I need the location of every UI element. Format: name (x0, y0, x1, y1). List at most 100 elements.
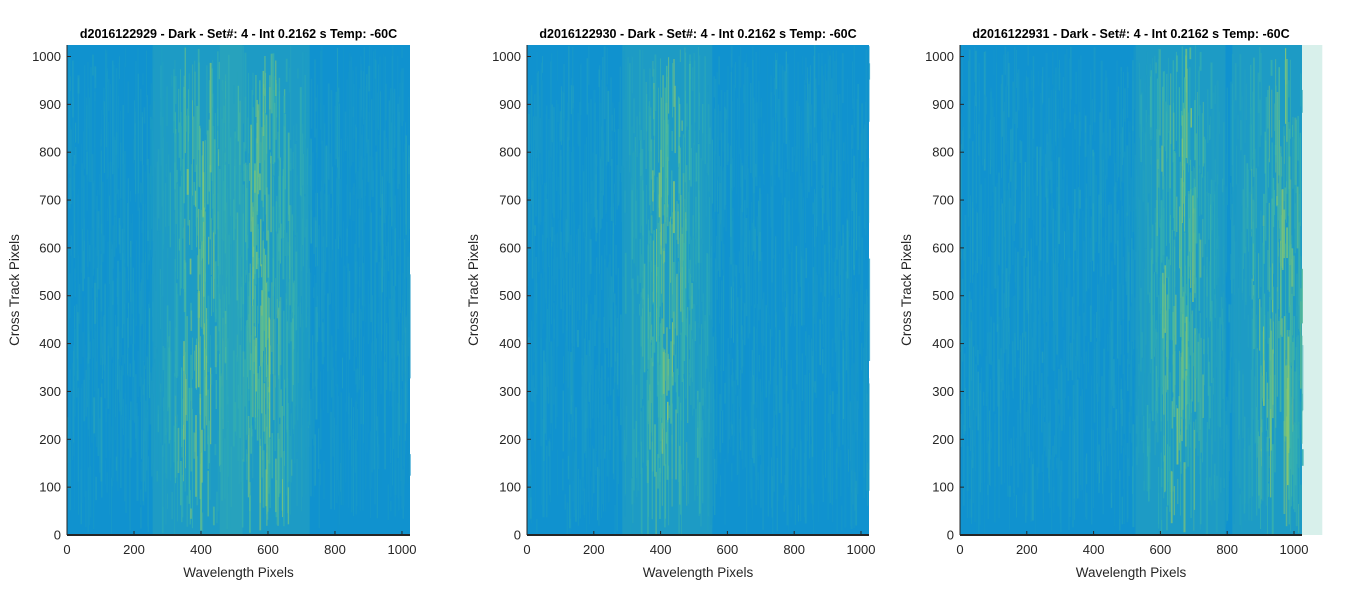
heatmap-streak (290, 313, 291, 409)
heatmap-streak (1116, 213, 1119, 247)
heatmap-streak (868, 378, 870, 470)
heatmap-streak (854, 326, 857, 433)
x-tick-label: 0 (523, 542, 530, 557)
heatmap-streak (1293, 316, 1296, 361)
heatmap-streak (719, 111, 721, 141)
heatmap-streak (615, 305, 617, 342)
heatmap-streak (1271, 444, 1274, 534)
heatmap-streak (130, 214, 132, 257)
heatmap-streak (1102, 237, 1104, 319)
heatmap-streak (1268, 337, 1270, 439)
heatmap-streak (111, 251, 113, 302)
heatmap-streak (68, 57, 71, 174)
heatmap-streak (1006, 304, 1008, 370)
heatmap-streak (1118, 120, 1119, 157)
heatmap-streak (307, 175, 309, 206)
heatmap-streak (1138, 158, 1141, 244)
heatmap-streak (1014, 82, 1016, 120)
heatmap-streak (105, 53, 107, 117)
heatmap-streak (320, 191, 322, 210)
heatmap-streak (846, 316, 849, 374)
heatmap-streak (71, 362, 74, 461)
heatmap-streak (264, 414, 267, 444)
heatmap-streak (651, 441, 653, 520)
heatmap-streak (990, 316, 992, 365)
heatmap-streak (755, 102, 758, 187)
heatmap-streak (1058, 157, 1061, 245)
heatmap-streak (162, 62, 164, 130)
heatmap-streak (1286, 364, 1288, 481)
heatmap-streak (370, 99, 373, 191)
heatmap-streak (1058, 404, 1060, 416)
heatmap-streak (540, 273, 543, 352)
heatmap-streak (1163, 71, 1165, 147)
heatmap-streak (140, 88, 142, 162)
heatmap-streak (1049, 420, 1051, 460)
heatmap-streak (1217, 277, 1219, 364)
heatmap-streak (188, 73, 190, 134)
heatmap-streak (762, 449, 765, 474)
heatmap-streak (548, 265, 550, 342)
heatmap-streak (702, 293, 705, 329)
heatmap-streak (1169, 131, 1171, 244)
heatmap-streak (1032, 261, 1035, 371)
heatmap-streak (1036, 380, 1038, 408)
heatmap-streak (394, 290, 397, 355)
heatmap-streak (1079, 55, 1082, 132)
heatmap-streak (215, 380, 217, 409)
heatmap-streak (1231, 83, 1234, 166)
heatmap-streak (1259, 299, 1261, 351)
heatmap-streak (851, 61, 853, 104)
heatmap-streak (303, 94, 305, 202)
heatmap-streak (1293, 255, 1295, 297)
heatmap-streak (617, 268, 619, 367)
heatmap-streak (1057, 67, 1059, 91)
heatmap-streak (1238, 229, 1240, 258)
heatmap-streak (1094, 159, 1096, 254)
heatmap-streak (100, 223, 103, 312)
heatmap-streak (336, 47, 339, 168)
heatmap-streak (1223, 373, 1225, 489)
heatmap-streak (313, 217, 315, 254)
heatmap-streak (1235, 101, 1236, 157)
heatmap-streak (1267, 89, 1269, 129)
heatmap-streak (538, 95, 540, 149)
heatmap-streak (1207, 274, 1208, 355)
heatmap-streak (982, 130, 984, 166)
heatmap-streak (1038, 245, 1039, 311)
heatmap-streak (533, 297, 535, 351)
heatmap-streak (832, 469, 834, 484)
heatmap-streak (863, 400, 865, 478)
heatmap-streak (1199, 458, 1202, 525)
heatmap-streak (196, 456, 199, 506)
heatmap-streak (189, 490, 191, 525)
heatmap-streak (654, 424, 656, 477)
heatmap-streak (180, 211, 182, 289)
heatmap-streak (1143, 109, 1145, 146)
heatmap-streak (287, 132, 290, 221)
heatmap-streak (786, 284, 788, 391)
heatmap-streak (996, 275, 999, 332)
heatmap-streak (838, 428, 840, 468)
heatmap-streak (799, 297, 801, 409)
heatmap-streak (776, 385, 778, 446)
heatmap-streak (1271, 198, 1273, 300)
heatmap-streak (212, 506, 215, 526)
heatmap-streak (784, 71, 786, 118)
heatmap-streak (1048, 97, 1050, 171)
heatmap-streak (1040, 92, 1042, 162)
heatmap-streak (355, 401, 357, 471)
heatmap-streak (300, 398, 302, 512)
heatmap-streak (1267, 429, 1268, 535)
heatmap-streak (751, 222, 754, 256)
heatmap-streak (1060, 158, 1062, 213)
heatmap-streak (575, 437, 577, 510)
heatmap-streak (1015, 265, 1017, 289)
heatmap-streak (235, 354, 237, 436)
heatmap-streak (716, 359, 718, 479)
heatmap-streak (739, 369, 742, 451)
heatmap-streak (1030, 299, 1032, 360)
heatmap-streak (579, 65, 581, 148)
heatmap-streak (361, 79, 363, 178)
heatmap-streak (1268, 399, 1270, 482)
